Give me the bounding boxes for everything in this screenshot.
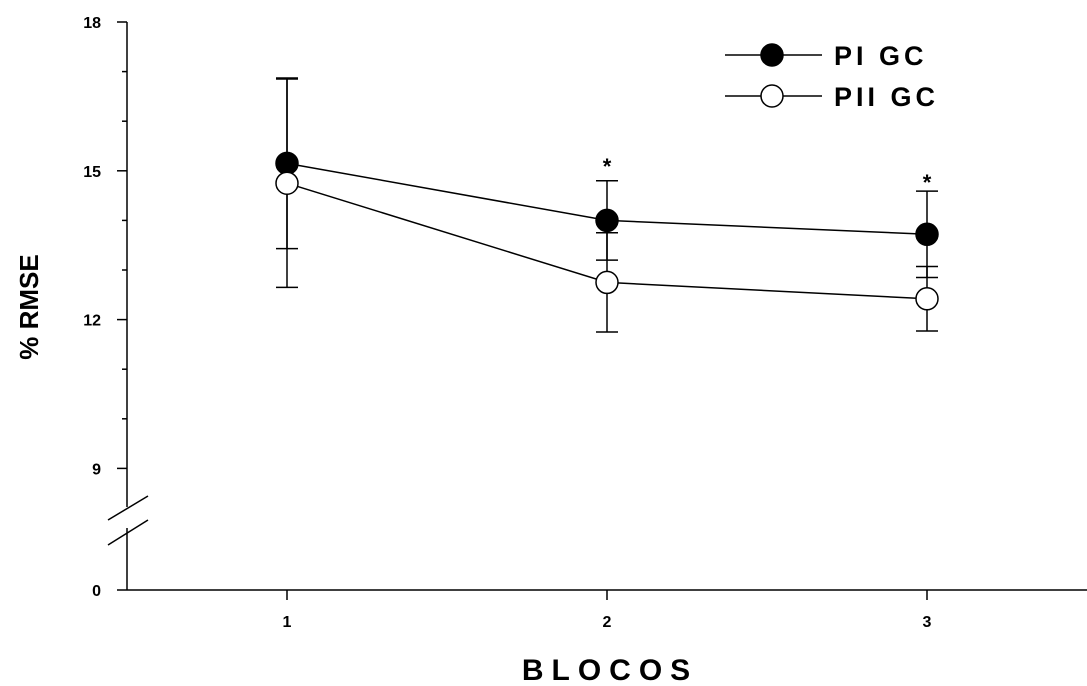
legend: PI GC PII GC	[725, 41, 939, 112]
legend-label: PII GC	[834, 82, 939, 112]
series-group: **	[275, 77, 939, 333]
x-tick-label: 3	[923, 614, 932, 631]
significance-marker: *	[923, 170, 932, 195]
y-tick-label: 15	[83, 164, 101, 181]
y-tick-label: 9	[92, 461, 101, 478]
legend-item: PI GC	[725, 41, 928, 71]
legend-marker	[760, 43, 784, 67]
x-axis-title: BLOCOS	[522, 654, 698, 686]
axis-break-mark	[107, 519, 149, 546]
data-point	[275, 171, 299, 195]
x-tick-label: 2	[603, 614, 612, 631]
data-point	[915, 222, 939, 247]
significance-marker: *	[603, 154, 612, 179]
data-point	[595, 270, 619, 295]
axis-break-mark	[107, 495, 149, 521]
y-tick-label: 18	[83, 15, 101, 32]
y-axis-title: % RMSE	[14, 254, 44, 359]
x-tick-label: 1	[283, 614, 292, 631]
legend-label: PI GC	[834, 41, 928, 71]
series-2	[275, 78, 939, 333]
y-tick-label: 12	[83, 313, 101, 330]
y-tick-label: 0	[92, 583, 101, 600]
legend-marker	[760, 84, 784, 108]
legend-item: PII GC	[725, 82, 939, 112]
data-point	[915, 287, 939, 311]
data-point	[595, 208, 619, 233]
